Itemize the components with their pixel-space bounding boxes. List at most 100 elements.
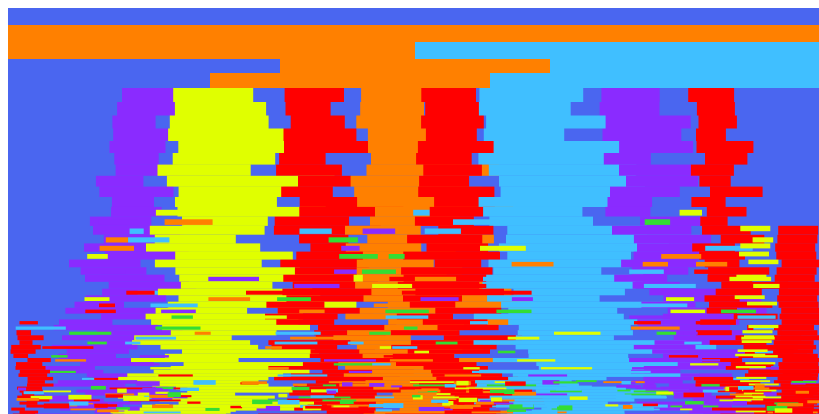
fragment	[100, 269, 126, 274]
fringe	[806, 408, 819, 412]
band-5	[515, 344, 717, 350]
band-7	[698, 115, 737, 129]
fragment	[277, 374, 328, 377]
fringe	[777, 403, 804, 407]
fringe	[542, 380, 560, 385]
fragment	[540, 367, 593, 370]
band-6	[599, 102, 660, 116]
fragment	[629, 315, 675, 319]
right-yellow-fragment	[743, 392, 774, 395]
left-red-stripe	[11, 344, 41, 350]
band-5	[483, 206, 583, 217]
fringe	[569, 396, 588, 400]
fringe	[504, 389, 515, 394]
fragment	[372, 283, 413, 288]
band-2	[314, 401, 413, 405]
band-7	[696, 102, 735, 116]
fragment	[194, 331, 211, 335]
right-yellow-fragment	[737, 349, 768, 352]
band-2	[285, 102, 331, 116]
band-7	[702, 225, 751, 235]
right-red-stripe	[781, 259, 819, 268]
fragment	[644, 219, 671, 225]
fragment	[705, 245, 753, 251]
fragment	[392, 346, 418, 349]
fragment	[680, 408, 693, 411]
fragment	[511, 297, 533, 301]
fragment	[109, 387, 153, 390]
fringe	[180, 387, 199, 391]
band-5	[477, 398, 635, 402]
band-7	[709, 340, 767, 345]
fringe	[292, 383, 307, 386]
band-1	[175, 197, 277, 207]
fragment	[737, 315, 776, 319]
band-7	[709, 301, 773, 308]
fragment	[290, 336, 335, 340]
band-1	[175, 251, 293, 260]
fringe	[91, 385, 106, 390]
band-4	[421, 88, 476, 102]
band-5	[515, 335, 614, 341]
fragment	[684, 341, 702, 345]
fragment	[135, 336, 176, 340]
band-2	[326, 410, 389, 414]
band-6	[632, 380, 683, 384]
fragment	[150, 303, 198, 308]
fringe	[252, 399, 273, 405]
right-yellow-fragment	[735, 395, 766, 398]
fringe	[97, 409, 119, 413]
fragment	[432, 396, 459, 399]
fringe	[701, 384, 720, 387]
fragment	[638, 303, 688, 308]
fringe	[219, 407, 236, 412]
fringe	[795, 391, 814, 397]
right-yellow-fragment	[742, 330, 773, 334]
band-5	[478, 102, 571, 116]
fringe	[142, 387, 163, 392]
band-0	[85, 274, 165, 282]
fringe	[616, 394, 632, 399]
band-1	[173, 88, 254, 102]
band-4	[399, 386, 467, 390]
fragment	[35, 370, 76, 373]
band-6	[645, 389, 703, 393]
fragment	[98, 219, 139, 225]
fragment	[614, 245, 635, 251]
fragment	[497, 350, 516, 354]
fragment	[488, 402, 514, 405]
fragment	[496, 309, 532, 314]
fragment	[155, 326, 201, 330]
left-red-stripe	[19, 389, 43, 393]
fragment	[417, 390, 438, 393]
fragment	[42, 346, 94, 349]
band-0	[95, 175, 144, 187]
right-red-stripe	[776, 344, 817, 350]
fragment	[328, 237, 358, 243]
right-red-stripe	[777, 295, 818, 302]
band-7	[710, 186, 763, 197]
band-1	[180, 281, 273, 289]
fragment	[274, 341, 318, 345]
band-2	[286, 295, 405, 302]
fragment	[729, 393, 752, 396]
band-2	[271, 344, 338, 350]
band-3	[345, 366, 483, 370]
band-1	[167, 301, 357, 308]
fragment	[409, 381, 455, 384]
band-1	[149, 225, 265, 235]
right-red-stripe	[778, 373, 818, 377]
fragment	[639, 408, 660, 411]
band-0	[51, 344, 138, 350]
fringe	[149, 394, 174, 398]
band-6	[619, 141, 694, 153]
fringe	[683, 392, 704, 398]
fragment	[403, 326, 418, 330]
fragment	[493, 290, 532, 295]
fragment	[129, 228, 144, 234]
band-1	[162, 324, 310, 331]
fragment	[128, 399, 181, 402]
fringe	[326, 390, 336, 394]
fringe	[241, 381, 267, 385]
fragment	[690, 363, 719, 366]
